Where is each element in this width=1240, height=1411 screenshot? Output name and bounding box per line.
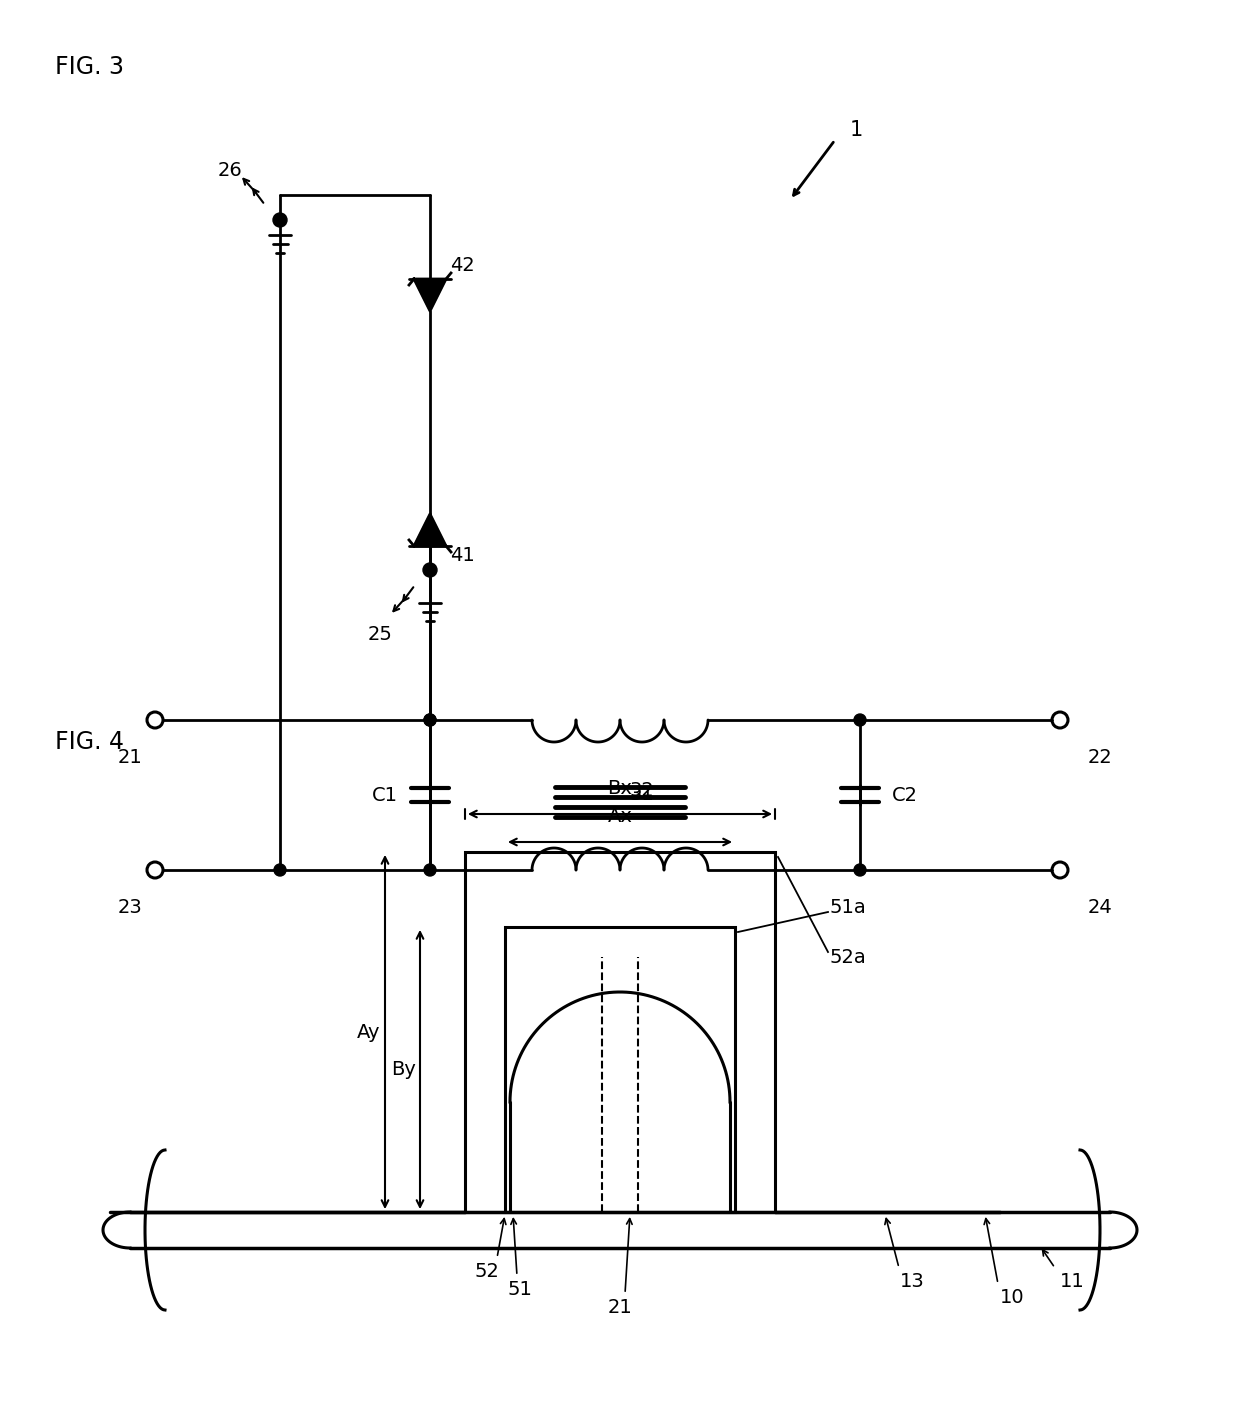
- Circle shape: [854, 864, 866, 876]
- Circle shape: [273, 213, 286, 227]
- Circle shape: [424, 714, 436, 727]
- Text: 10: 10: [999, 1288, 1024, 1307]
- Text: 32: 32: [630, 782, 655, 800]
- Text: 31: 31: [630, 785, 655, 804]
- Text: 41: 41: [450, 546, 475, 564]
- Circle shape: [423, 563, 436, 577]
- Text: 13: 13: [900, 1271, 925, 1291]
- Text: 22: 22: [1087, 748, 1112, 768]
- Text: 51a: 51a: [830, 897, 867, 917]
- Text: FIG. 4: FIG. 4: [55, 729, 124, 753]
- Text: C2: C2: [892, 786, 918, 804]
- Text: By: By: [392, 1060, 417, 1079]
- Text: C1: C1: [372, 786, 398, 804]
- Text: 42: 42: [450, 255, 475, 275]
- Text: 24: 24: [1087, 897, 1112, 917]
- Text: 52: 52: [475, 1261, 500, 1281]
- Text: FIG. 3: FIG. 3: [55, 55, 124, 79]
- Text: 21: 21: [608, 1298, 632, 1316]
- Polygon shape: [414, 279, 446, 310]
- Text: Bx: Bx: [608, 779, 632, 799]
- Circle shape: [854, 714, 866, 727]
- Circle shape: [424, 714, 436, 727]
- Text: Ax: Ax: [608, 807, 632, 825]
- Text: 1: 1: [849, 120, 863, 140]
- Text: 23: 23: [118, 897, 143, 917]
- Text: 25: 25: [367, 625, 392, 643]
- Text: Ay: Ay: [357, 1023, 381, 1041]
- Text: 52a: 52a: [830, 948, 867, 967]
- Text: 51: 51: [507, 1280, 532, 1300]
- Circle shape: [424, 864, 436, 876]
- Bar: [505, 927, 735, 1212]
- Circle shape: [274, 864, 286, 876]
- Text: 11: 11: [1060, 1271, 1085, 1291]
- Text: 21: 21: [118, 748, 143, 768]
- Text: 26: 26: [218, 161, 242, 181]
- Bar: [465, 852, 775, 1212]
- Polygon shape: [414, 514, 446, 546]
